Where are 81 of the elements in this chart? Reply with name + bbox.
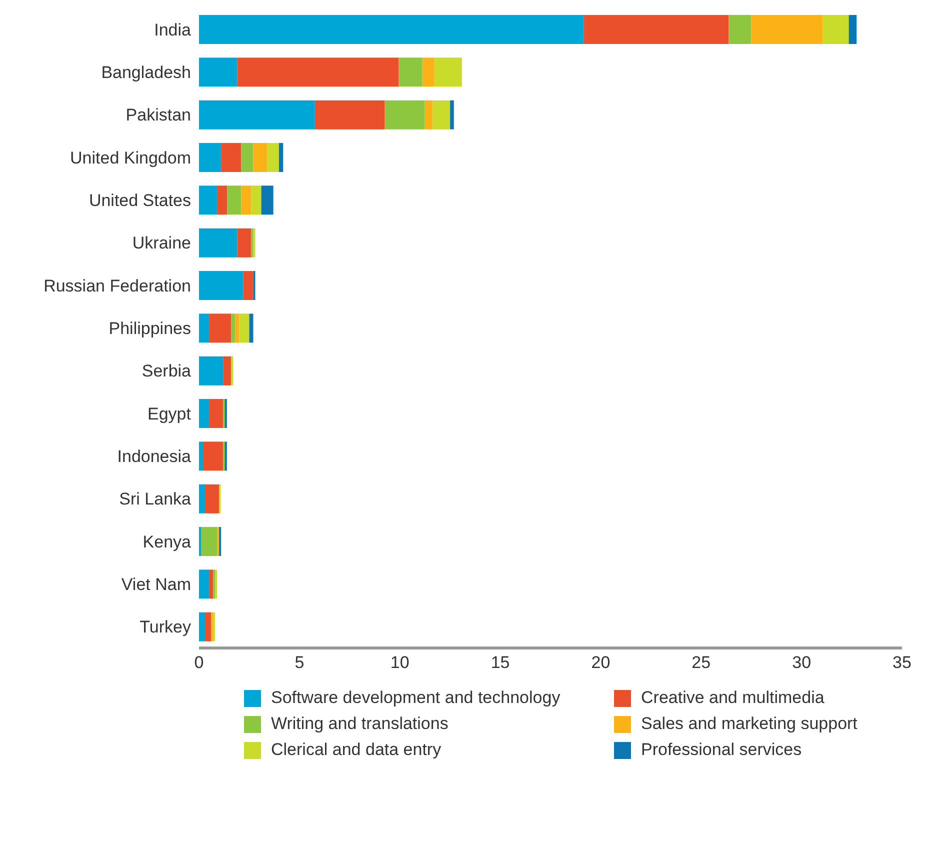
bar [201, 527, 218, 556]
bar [450, 100, 454, 130]
bar [209, 399, 224, 428]
bar [199, 356, 224, 386]
bar [199, 271, 244, 300]
bar [227, 186, 242, 215]
y-tick-label: Kenya [142, 532, 192, 552]
y-tick-label: Viet Nam [121, 575, 191, 594]
y-tick-label: Ukraine [132, 234, 191, 253]
bar [205, 612, 212, 642]
bar [239, 314, 250, 343]
bar [267, 143, 279, 172]
bar [235, 314, 240, 343]
bar [223, 356, 232, 386]
bar [848, 15, 857, 44]
bar [384, 100, 425, 130]
bar [432, 100, 450, 130]
bar [209, 570, 214, 599]
y-tick-label: India [154, 20, 192, 40]
legend-label: Writing and translations [271, 714, 448, 734]
bar [424, 100, 432, 130]
bar [199, 228, 238, 258]
bar [728, 15, 752, 44]
bar [199, 186, 218, 215]
bar [199, 143, 222, 172]
bar [231, 314, 236, 343]
bar [251, 186, 262, 215]
bar [221, 143, 242, 172]
bar [241, 186, 252, 215]
bar [205, 484, 220, 514]
bar [751, 15, 823, 44]
x-tick-label: 30 [792, 653, 812, 672]
x-tick-label: 10 [390, 653, 410, 672]
bar [209, 314, 232, 343]
y-tick-label: Indonesia [117, 447, 192, 466]
bar [434, 58, 462, 87]
y-tick-label: Russian Federation [44, 276, 191, 296]
bar [422, 58, 434, 87]
bar [237, 228, 252, 258]
bar [584, 15, 729, 44]
x-tick-label: 20 [591, 653, 610, 672]
legend-label: Software development and technology [271, 688, 560, 708]
bar [199, 484, 206, 514]
bar [241, 143, 254, 172]
bar [199, 58, 238, 87]
x-tick-label: 35 [892, 653, 912, 672]
legend-label: Creative and multimedia [641, 688, 824, 708]
bar [243, 271, 254, 300]
x-tick-label: 15 [490, 653, 510, 672]
bar [253, 143, 268, 172]
bar [249, 314, 254, 343]
legend-label: Clerical and data entry [271, 740, 442, 760]
bar [199, 570, 210, 599]
bar [199, 314, 210, 343]
y-tick-label: Egypt [148, 404, 192, 424]
bar [199, 100, 315, 130]
y-tick-label: United States [88, 191, 191, 210]
y-tick-label: Pakistan [126, 106, 191, 125]
x-tick-label: 0 [194, 653, 204, 672]
y-tick-label: Turkey [140, 618, 192, 637]
bar [199, 399, 210, 428]
y-tick-label: Bangladesh [101, 63, 191, 82]
legend-label: Sales and marketing support [641, 714, 858, 734]
bar [822, 15, 849, 44]
bar [199, 15, 584, 44]
bar [278, 143, 284, 172]
y-tick-label: Philippines [108, 319, 191, 338]
x-tick-label: 5 [294, 653, 304, 672]
bar [199, 442, 204, 471]
bar [203, 442, 224, 471]
y-tick-label: Sri Lanka [119, 490, 192, 509]
y-tick-label: Serbia [142, 362, 192, 381]
y-tick-label: United Kingdom [70, 148, 191, 168]
legend-label: Professional services [641, 740, 802, 760]
bar [237, 58, 399, 87]
bar [217, 186, 228, 215]
bar [398, 58, 422, 87]
x-tick-label: 25 [692, 653, 711, 672]
bar [314, 100, 385, 130]
bar [261, 186, 274, 215]
bar [199, 612, 206, 642]
